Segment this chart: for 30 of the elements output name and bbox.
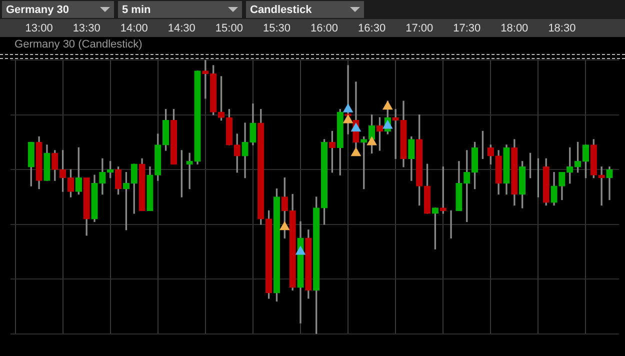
- chart-title: Germany 30 (Candlestick): [14, 38, 142, 51]
- point: [280, 222, 290, 230]
- x-tick-label: 16:30: [358, 22, 386, 34]
- x-tick-label: 13:00: [25, 22, 53, 34]
- point: [343, 114, 353, 124]
- candlestick: [186, 152, 193, 190]
- point: [343, 104, 353, 112]
- candlestick: [202, 60, 209, 99]
- x-tick-label: 17:00: [406, 22, 434, 34]
- x-tick-label: 15:30: [262, 22, 290, 34]
- candlestick: [392, 108, 399, 159]
- candlestick: [606, 166, 613, 200]
- x-tick-label: 13:30: [72, 22, 100, 34]
- text: 5 min: [122, 4, 151, 16]
- candlestick: [242, 122, 248, 178]
- x-tick-label: 14:30: [168, 22, 196, 34]
- x-tick-label: 18:30: [548, 22, 576, 34]
- point: [382, 101, 392, 110]
- point: [351, 123, 361, 132]
- x-tick-label: 15:00: [215, 22, 243, 34]
- point: [382, 120, 392, 129]
- x-tick-label: 16:00: [310, 22, 338, 34]
- point: [366, 136, 377, 146]
- x-tick-label: 18:00: [500, 22, 528, 34]
- x-tick-label: 14:00: [120, 22, 148, 34]
- text: Germany 30: [6, 4, 69, 16]
- point: [296, 246, 306, 255]
- x-tick-label: 17:30: [453, 22, 481, 34]
- point: [351, 148, 361, 156]
- text: Candlestick: [250, 4, 312, 16]
